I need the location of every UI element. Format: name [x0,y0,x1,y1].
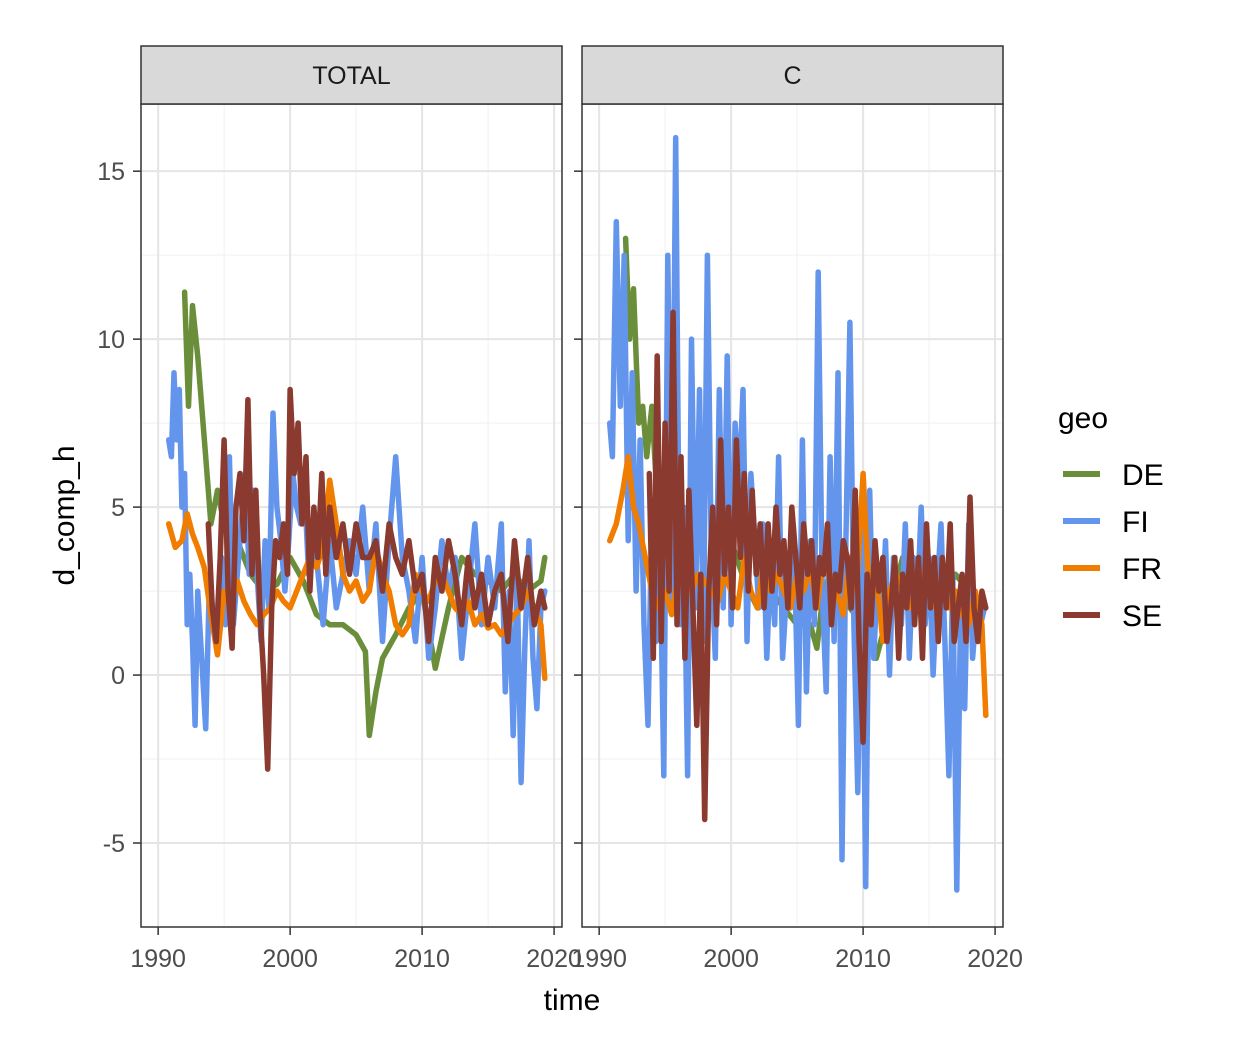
legend: geo DE FI FR SE [1058,402,1164,633]
y-tick-label: 15 [97,158,125,186]
x-tick-label: 2020 [526,945,582,973]
strip-label: C [783,62,801,90]
panel-total: TOTAL 1990 2000 2010 2020 -5 0 5 10 15 [97,45,582,973]
x-tick-label: 2000 [703,945,759,973]
strip-background [581,45,1004,105]
legend-label-se: SE [1122,600,1162,633]
y-tick-label: 10 [97,326,125,354]
x-tick-label: 1990 [571,945,627,973]
x-tick-label: 2010 [835,945,891,973]
strip-label: TOTAL [312,62,390,90]
y-axis-title: d_comp_h [48,445,81,585]
x-axis-title: time [544,984,601,1017]
y-tick-label: 0 [111,662,125,690]
legend-title: geo [1058,402,1108,435]
series-line-se [646,309,989,823]
x-tick-label: 2000 [262,945,318,973]
legend-label-fr: FR [1122,553,1162,586]
panel-c: C 1990 2000 2010 2020 [571,45,1023,973]
legend-label-de: DE [1122,459,1164,492]
y-tick-label: 5 [111,494,125,522]
legend-label-fi: FI [1122,506,1149,539]
panel-background [141,104,562,927]
strip-background [140,45,563,105]
x-tick-label: 2020 [967,945,1023,973]
y-tick-label: -5 [103,830,125,858]
x-tick-label: 1990 [130,945,186,973]
x-tick-label: 2010 [394,945,450,973]
series-line-se [205,386,548,772]
